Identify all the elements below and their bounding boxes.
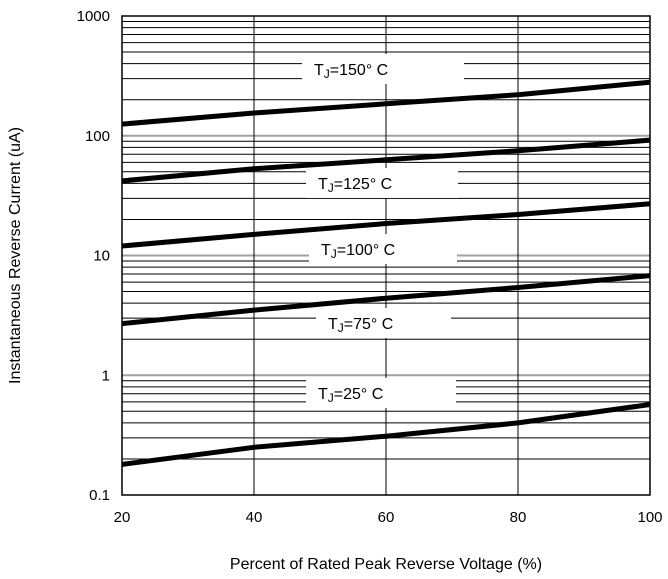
series-labels: TJ=150° C TJ=125° C TJ=100° C TJ=75° C TJ=25… (302, 54, 464, 408)
series-label-box (316, 308, 451, 338)
series-layer (121, 79, 651, 467)
x-tick-label: 100 (637, 509, 662, 526)
series-label: TJ=125° C (318, 176, 392, 195)
y-axis-title: Instantaneous Reverse Current (uA) (7, 127, 24, 384)
y-tick-label: 0.1 (89, 487, 110, 504)
series-label-box (302, 54, 464, 84)
tick-labels: 20 40 60 80 100 0.1 1 10 100 1000 (77, 8, 663, 526)
x-axis-title: Percent of Rated Peak Reverse Voltage (%… (230, 556, 542, 573)
series-label-box (306, 378, 456, 408)
series-line (121, 137, 651, 184)
x-tick-label: 20 (114, 509, 131, 526)
series-label: TJ=150° C (314, 62, 388, 81)
y-tick-label: 1 (102, 367, 110, 384)
plot-frame (121, 15, 651, 496)
series-line (121, 273, 651, 327)
series-line (121, 402, 651, 467)
grid-layer (122, 16, 650, 496)
series-label: TJ=100° C (321, 242, 395, 261)
series-line (121, 79, 651, 127)
series-label-box (309, 234, 457, 264)
y-tick-label: 100 (85, 128, 110, 145)
y-tick-label: 1000 (77, 8, 110, 25)
series-label: TJ=75° C (328, 316, 393, 335)
series-label: TJ=25° C (318, 386, 383, 405)
x-tick-label: 80 (510, 509, 527, 526)
y-tick-label: 10 (93, 248, 110, 265)
x-tick-label: 60 (378, 509, 395, 526)
series-line (121, 201, 651, 249)
x-tick-label: 40 (246, 509, 263, 526)
series-label-box (306, 168, 458, 198)
